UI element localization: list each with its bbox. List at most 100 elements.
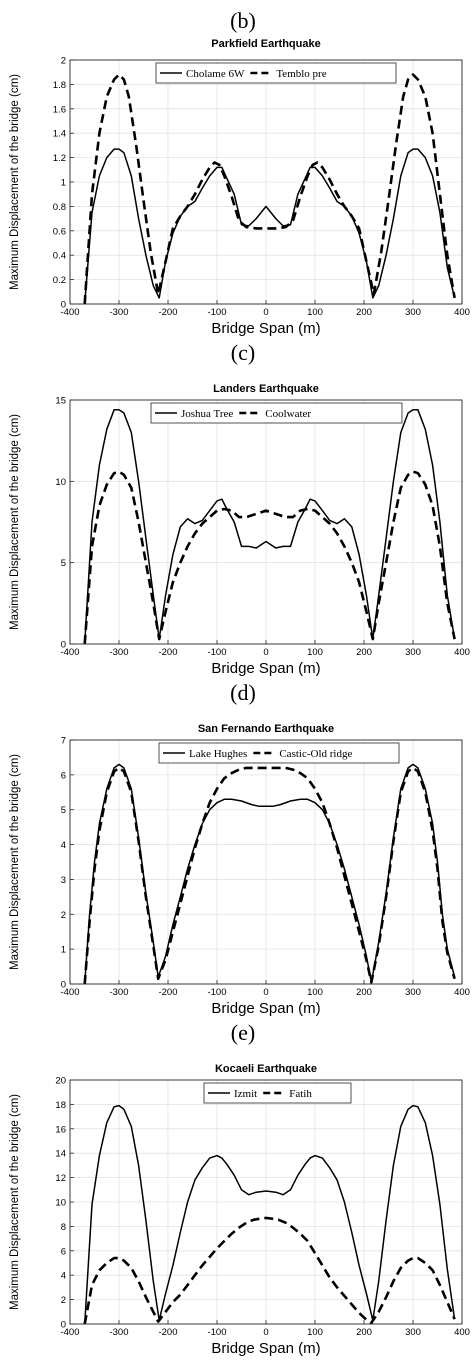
chart-title: Parkfield Earthquake — [211, 38, 320, 50]
x-tick-label: 200 — [356, 987, 372, 998]
y-tick-label: 1.4 — [53, 129, 66, 140]
y-tick-label: 10 — [55, 1198, 66, 1209]
y-tick-label: 6 — [61, 1246, 66, 1257]
x-tick-label: -300 — [109, 987, 128, 998]
x-axis-label: Bridge Span (m) — [211, 320, 320, 337]
x-tick-label: 300 — [405, 1327, 421, 1338]
y-tick-label: 2 — [61, 910, 66, 921]
y-tick-label: 18 — [55, 1100, 66, 1111]
series-line-2 — [83, 1216, 456, 1325]
x-axis-label: Bridge Span (m) — [211, 1340, 320, 1357]
series-line-1 — [83, 1104, 456, 1325]
y-tick-label: 20 — [55, 1076, 66, 1087]
x-tick-label: 400 — [454, 647, 470, 658]
y-tick-label: 1 — [61, 178, 66, 189]
x-tick-label: 200 — [356, 307, 372, 318]
chart-title: Landers Earthquake — [213, 383, 319, 395]
x-tick-label: 100 — [307, 1327, 323, 1338]
x-axis-label: Bridge Span (m) — [211, 1000, 320, 1017]
x-tick-label: -100 — [207, 1327, 226, 1338]
panel-label: (c) — [231, 340, 255, 365]
plot-frame — [69, 739, 463, 985]
x-tick-label: 0 — [263, 647, 268, 658]
x-tick-label: 100 — [307, 987, 323, 998]
x-axis-label: Bridge Span (m) — [211, 660, 320, 677]
y-tick-label: 0 — [61, 640, 66, 651]
series-line-2 — [83, 73, 456, 305]
y-tick-label: 10 — [55, 477, 66, 488]
y-tick-label: 8 — [61, 1222, 66, 1233]
x-tick-label: -400 — [60, 1327, 79, 1338]
x-tick-label: 0 — [263, 307, 268, 318]
series-line-1 — [83, 409, 456, 645]
x-tick-label: 200 — [356, 1327, 372, 1338]
x-tick-label: -100 — [207, 307, 226, 318]
y-tick-label: 0.6 — [53, 226, 66, 237]
x-tick-label: 0 — [263, 987, 268, 998]
x-tick-label: -300 — [109, 307, 128, 318]
legend-box — [158, 742, 400, 764]
x-tick-label: 400 — [454, 1327, 470, 1338]
y-tick-label: 1.8 — [53, 80, 66, 91]
legend-label-2: Fatih — [289, 1088, 312, 1100]
legend-label-2: Temblo pre — [276, 68, 326, 80]
y-tick-label: 7 — [61, 736, 66, 747]
x-tick-label: 300 — [405, 987, 421, 998]
x-tick-label: -100 — [207, 647, 226, 658]
x-tick-label: 400 — [454, 307, 470, 318]
y-tick-label: 2 — [61, 56, 66, 67]
y-tick-label: 15 — [55, 396, 66, 407]
x-tick-label: 300 — [405, 307, 421, 318]
y-tick-label: 14 — [55, 1149, 66, 1160]
series-line-1 — [83, 148, 456, 305]
y-tick-label: 16 — [55, 1124, 66, 1135]
y-tick-label: 1 — [61, 945, 66, 956]
y-tick-label: 0.8 — [53, 202, 66, 213]
y-axis-label: Maximum Displacement of the bridge (cm) — [9, 414, 21, 630]
y-tick-label: 0.2 — [53, 275, 66, 286]
x-tick-label: -200 — [158, 1327, 177, 1338]
y-tick-label: 1.6 — [53, 104, 66, 115]
y-tick-label: 6 — [61, 770, 66, 781]
legend-label-1: Lake Hughes — [189, 748, 247, 760]
legend-label-1: Joshua Tree — [181, 408, 233, 420]
y-tick-label: 0.4 — [53, 251, 66, 262]
legend-box — [150, 402, 403, 424]
y-axis-label: Maximum Displacement of the bridge (cm) — [9, 754, 21, 970]
x-tick-label: -200 — [158, 987, 177, 998]
chart-title: Kocaeli Earthquake — [215, 1063, 317, 1075]
y-tick-label: 5 — [61, 805, 66, 816]
series-line-2 — [83, 766, 456, 985]
y-tick-label: 3 — [61, 875, 66, 886]
x-tick-label: 0 — [263, 1327, 268, 1338]
legend-box — [155, 62, 397, 84]
y-tick-label: 12 — [55, 1173, 66, 1184]
plot-frame — [69, 399, 463, 645]
y-tick-label: 0 — [61, 300, 66, 311]
panel-label: (d) — [230, 680, 256, 705]
legend-label-1: Izmit — [234, 1088, 257, 1100]
x-tick-label: -200 — [158, 307, 177, 318]
y-tick-label: 0 — [61, 980, 66, 991]
y-tick-label: 2 — [61, 1295, 66, 1306]
legend-label-2: Castic-Old ridge — [279, 748, 352, 760]
plot-frame — [69, 1079, 463, 1325]
chart-title: San Fernando Earthquake — [198, 723, 334, 735]
series-line-2 — [83, 470, 456, 645]
x-tick-label: 400 — [454, 987, 470, 998]
y-tick-label: 1.2 — [53, 153, 66, 164]
x-tick-label: 100 — [307, 647, 323, 658]
y-axis-label: Maximum Displacement of the bridge (cm) — [9, 1094, 21, 1310]
x-tick-label: -400 — [60, 987, 79, 998]
panel-label: (b) — [230, 8, 256, 33]
x-tick-label: 200 — [356, 647, 372, 658]
legend-label-2: Coolwater — [265, 408, 311, 420]
y-tick-label: 4 — [61, 840, 66, 851]
x-tick-label: -300 — [109, 647, 128, 658]
y-tick-label: 0 — [61, 1320, 66, 1331]
x-tick-label: -400 — [60, 307, 79, 318]
x-tick-label: -400 — [60, 647, 79, 658]
x-tick-label: -100 — [207, 987, 226, 998]
